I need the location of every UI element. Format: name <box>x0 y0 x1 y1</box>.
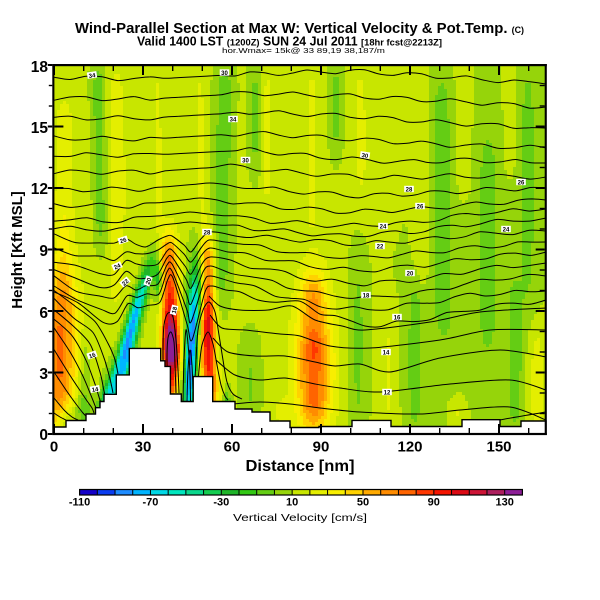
svg-text:12: 12 <box>31 181 48 198</box>
svg-text:24: 24 <box>503 228 510 234</box>
svg-text:28: 28 <box>406 188 413 194</box>
svg-text:-110: -110 <box>69 497 90 509</box>
svg-text:90: 90 <box>313 439 330 456</box>
svg-text:15: 15 <box>31 120 49 137</box>
svg-text:34: 34 <box>230 118 237 124</box>
svg-text:9: 9 <box>39 243 48 260</box>
svg-text:6: 6 <box>39 305 48 322</box>
svg-text:30: 30 <box>135 439 152 456</box>
svg-text:24: 24 <box>380 225 387 231</box>
svg-text:30: 30 <box>361 153 369 160</box>
svg-text:150: 150 <box>486 439 511 456</box>
svg-text:hor.Wmax= 15k@ 33 89,19 38,187: hor.Wmax= 15k@ 33 89,19 38,187/m <box>222 48 385 55</box>
svg-text:18: 18 <box>363 294 370 300</box>
svg-text:Valid 1400 LST (1200Z) SUN 24: Valid 1400 LST (1200Z) SUN 24 Jul 2011 [… <box>137 35 442 49</box>
svg-text:18: 18 <box>172 306 180 315</box>
svg-text:14: 14 <box>383 351 390 357</box>
svg-text:16: 16 <box>88 352 97 360</box>
svg-text:-70: -70 <box>142 497 158 509</box>
svg-text:Height [Kft MSL]: Height [Kft MSL] <box>9 191 26 308</box>
svg-text:50: 50 <box>357 497 369 509</box>
svg-text:Wind-Parallel Section at Max W: Wind-Parallel Section at Max W: Vertical… <box>75 20 524 37</box>
svg-text:90: 90 <box>428 497 440 509</box>
svg-text:26: 26 <box>518 181 525 187</box>
svg-text:24: 24 <box>113 263 122 271</box>
svg-text:-30: -30 <box>213 497 229 509</box>
svg-text:22: 22 <box>121 278 130 287</box>
svg-text:18: 18 <box>31 59 49 76</box>
svg-text:Vertical Velocity [cm/s]: Vertical Velocity [cm/s] <box>233 512 367 524</box>
svg-text:Distance [nm]: Distance [nm] <box>246 458 355 475</box>
svg-text:26: 26 <box>119 237 128 245</box>
svg-text:30: 30 <box>242 159 249 165</box>
svg-text:0: 0 <box>50 439 58 456</box>
svg-text:16: 16 <box>394 316 401 322</box>
svg-text:28: 28 <box>204 231 211 237</box>
svg-text:20: 20 <box>145 277 153 286</box>
svg-text:14: 14 <box>91 387 99 394</box>
svg-text:0: 0 <box>39 427 48 444</box>
svg-text:22: 22 <box>377 245 384 251</box>
svg-text:12: 12 <box>384 391 391 397</box>
svg-text:120: 120 <box>397 439 422 456</box>
svg-text:26: 26 <box>417 205 424 211</box>
svg-text:3: 3 <box>39 366 48 383</box>
svg-text:130: 130 <box>496 497 514 509</box>
svg-text:20: 20 <box>407 272 414 278</box>
svg-text:30: 30 <box>221 71 228 77</box>
svg-text:60: 60 <box>224 439 241 456</box>
svg-text:10: 10 <box>286 497 298 509</box>
svg-text:34: 34 <box>88 73 96 80</box>
